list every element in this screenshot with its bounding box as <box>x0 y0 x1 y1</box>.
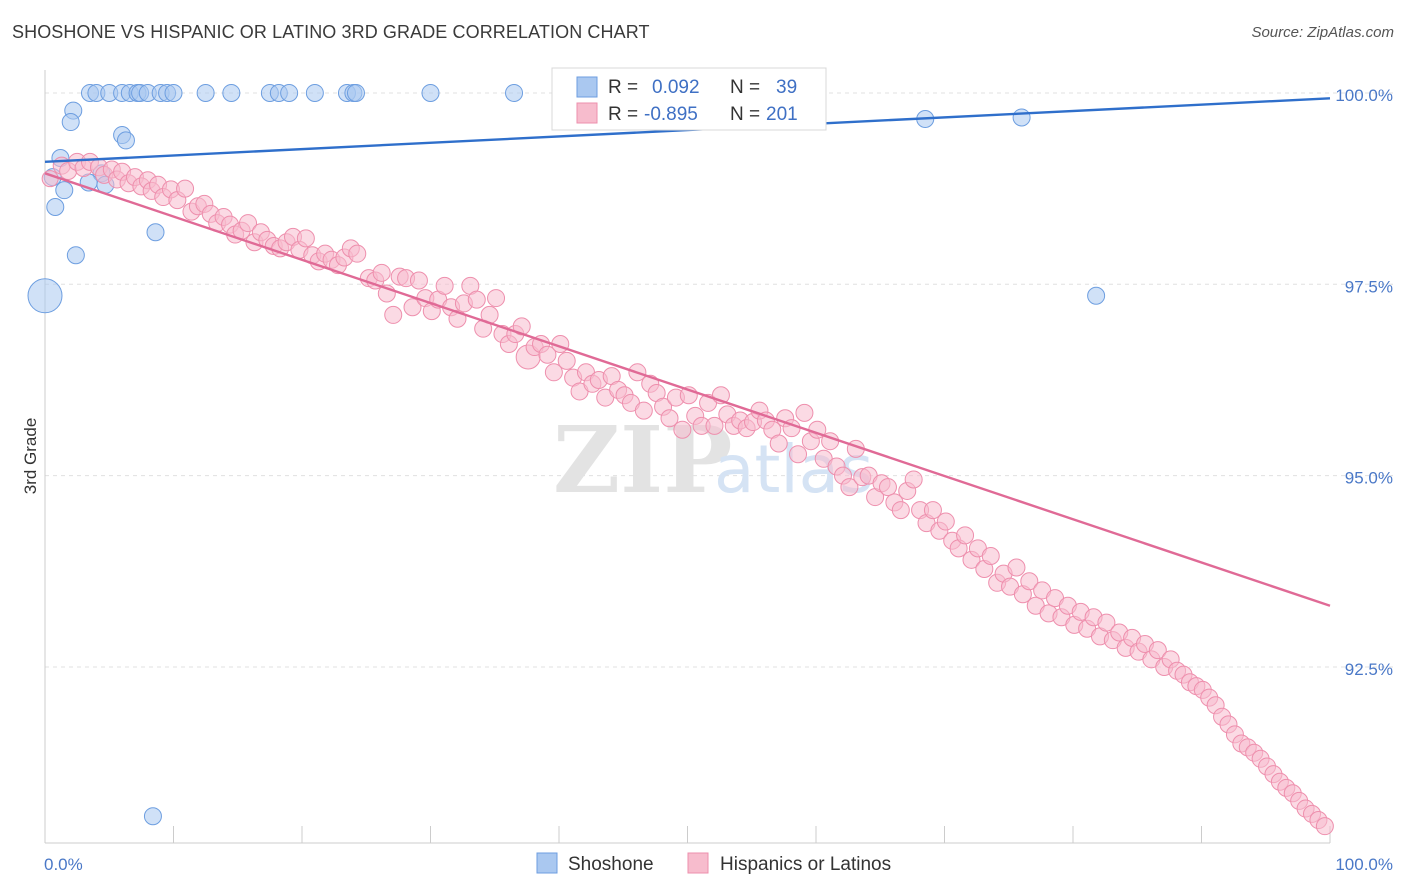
bottom-legend-label-0: Shoshone <box>568 854 654 875</box>
legend-n-value-1: 201 <box>766 104 798 125</box>
legend-n-value-0: 39 <box>776 77 797 98</box>
hispanic-point <box>1007 558 1026 577</box>
hispanic-point <box>1020 572 1039 591</box>
shoshone-point <box>116 131 135 150</box>
legend-swatch-blue <box>576 76 598 98</box>
trend-layer <box>44 97 1331 607</box>
legend-n-label-1: N = <box>730 104 760 125</box>
hispanic-point <box>384 305 403 324</box>
hispanic-point <box>634 401 653 420</box>
hispanic-point <box>544 363 563 382</box>
bottom-legend-swatch-blue <box>536 852 558 874</box>
hispanic-point <box>557 351 576 370</box>
shoshone-point <box>27 278 63 314</box>
hispanic-point <box>923 501 942 520</box>
hispanic-point <box>705 416 724 435</box>
hispanic-point <box>956 526 975 545</box>
shoshone-point <box>346 83 365 102</box>
labels-layer: 100.0% 97.5% 95.0% 92.5% 0.0% 100.0% <box>44 86 1393 874</box>
hispanic-point <box>981 546 1000 565</box>
hispanic-point <box>467 290 486 309</box>
hispanic-trend-line <box>44 172 1331 607</box>
legend-box: R = 0.092 N = 39 R = -0.895 N = 201 <box>551 67 827 131</box>
hispanic-point <box>891 501 910 520</box>
y-tick-label: 92.5% <box>1345 660 1393 679</box>
hispanic-point <box>435 276 454 295</box>
legend-r-label-1: R = <box>608 104 638 125</box>
hispanic-point <box>372 263 391 282</box>
hispanic-point <box>936 512 955 531</box>
chart-title: SHOSHONE VS HISPANIC OR LATINO 3RD GRADE… <box>12 22 650 42</box>
hispanic-point <box>176 179 195 198</box>
shoshone-point <box>280 83 299 102</box>
shoshone-point <box>61 113 80 132</box>
shoshone-point <box>421 83 440 102</box>
hispanic-point <box>789 445 808 464</box>
hispanic-point <box>403 298 422 317</box>
shoshone-point <box>143 807 162 826</box>
axis-layer <box>44 70 1331 844</box>
bottom-legend: Shoshone Hispanics or Latinos <box>536 852 891 875</box>
bottom-legend-label-1: Hispanics or Latinos <box>720 854 891 875</box>
shoshone-point <box>164 83 183 102</box>
shoshone-point <box>196 83 215 102</box>
legend-swatch-pink <box>576 102 598 124</box>
legend-n-label-0: N = <box>730 77 760 98</box>
shoshone-point <box>222 83 241 102</box>
shoshone-point <box>66 246 85 265</box>
hispanic-point <box>538 345 557 364</box>
hispanic-point <box>348 244 367 263</box>
hispanic-point <box>1148 641 1167 660</box>
x-tick-label: 100.0% <box>1335 855 1393 874</box>
hispanic-point <box>409 271 428 290</box>
hispanic-point <box>840 478 859 497</box>
x-tick-label: 0.0% <box>44 855 83 874</box>
shoshone-point <box>46 197 65 216</box>
hispanic-point <box>239 214 258 233</box>
hispanic-point <box>904 470 923 489</box>
hispanic-point <box>41 170 59 188</box>
shoshone-point <box>305 83 324 102</box>
hispanic-point <box>878 478 897 497</box>
hispanic-point <box>673 420 692 439</box>
shoshone-point <box>505 83 524 102</box>
bottom-legend-swatch-pink <box>687 852 709 874</box>
shoshone-point <box>1012 108 1031 127</box>
y-tick-label: 97.5% <box>1345 277 1393 296</box>
hispanic-point <box>660 409 679 428</box>
hispanic-point <box>296 229 315 248</box>
hispanic-point <box>487 289 506 308</box>
shoshone-point <box>146 223 165 242</box>
y-tick-label: 95.0% <box>1345 469 1393 488</box>
legend-r-value-0: 0.092 <box>652 77 700 98</box>
shoshone-point <box>1087 286 1106 305</box>
shoshone-point <box>55 181 74 200</box>
y-tick-label: 100.0% <box>1335 86 1393 105</box>
y-axis-label: 3rd Grade <box>21 418 40 495</box>
legend-r-label-0: R = <box>608 77 638 98</box>
hispanic-point <box>769 434 788 453</box>
hispanic-point <box>1315 817 1334 836</box>
hispanic-point <box>795 403 814 422</box>
hispanic-point <box>1097 613 1116 632</box>
grid-layer <box>45 92 1395 668</box>
source-label: Source: ZipAtlas.com <box>1251 24 1394 41</box>
legend-r-value-1: -0.895 <box>644 104 698 125</box>
